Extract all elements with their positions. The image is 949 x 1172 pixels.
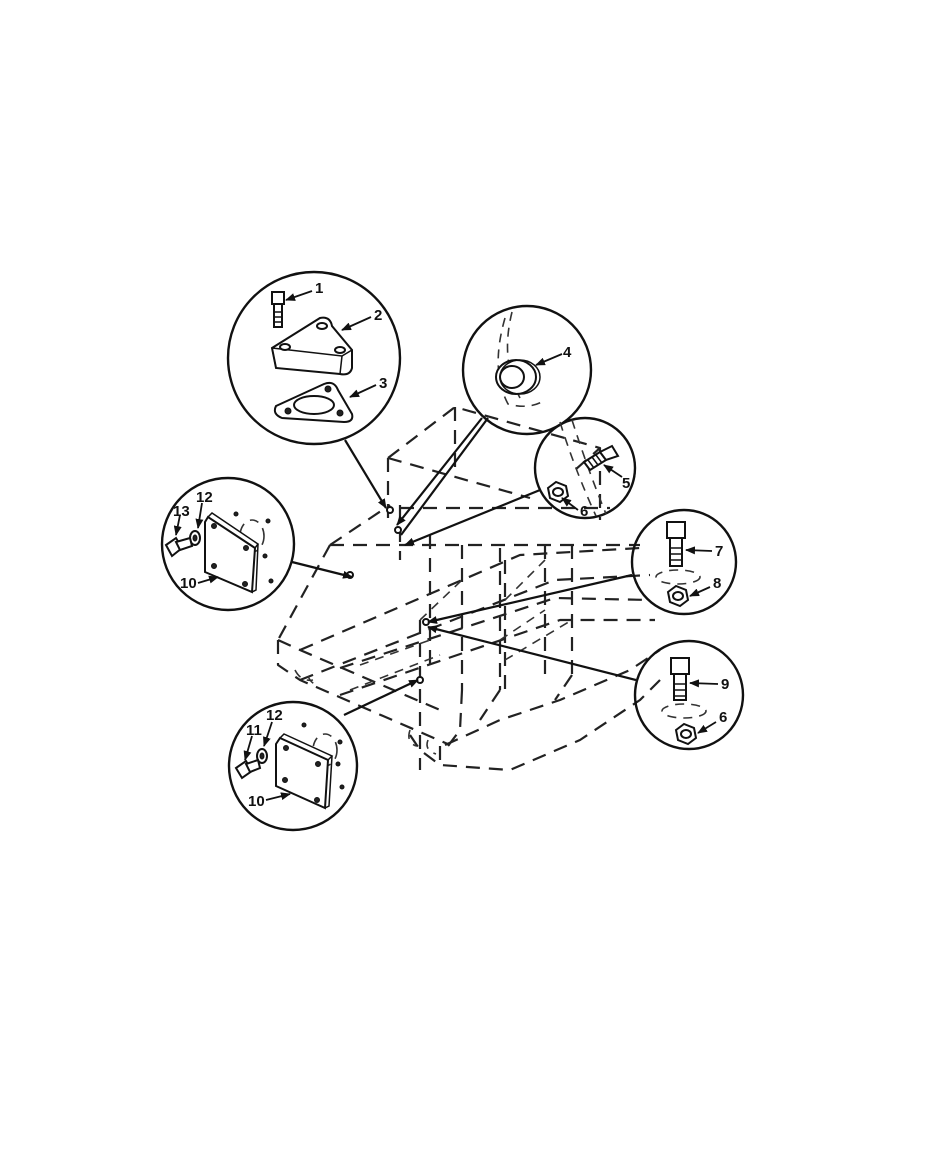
callout-10-upper: 10 [180, 575, 197, 592]
callout-4: 4 [563, 344, 572, 361]
callout-1: 1 [315, 280, 323, 297]
detail-view-spacer: 1 2 3 [226, 270, 402, 446]
callout-13: 13 [173, 503, 190, 520]
callout-8: 8 [713, 575, 721, 592]
callout-6-screw-nut: 6 [580, 503, 588, 520]
detail-view-cover-plate-lower: 11 12 10 [227, 700, 359, 832]
callout-11: 11 [246, 722, 262, 739]
callout-3: 3 [379, 375, 387, 392]
detail-view-grommet: 4 [461, 304, 593, 436]
detail-view-bolt-nut-upper: 7 8 [630, 508, 738, 616]
callout-2: 2 [374, 307, 382, 324]
detail-view-screw-nut: 5 6 [533, 416, 637, 520]
detail-view-bolt-nut-lower: 9 6 [633, 639, 745, 751]
frame-assembly-phantom [276, 405, 661, 772]
callout-10-lower: 10 [248, 793, 265, 810]
callout-9: 9 [721, 676, 729, 693]
detail-view-cover-plate-upper: 12 13 10 [160, 476, 296, 612]
callout-12-upper: 12 [196, 489, 213, 506]
callout-12-lower: 12 [266, 707, 283, 724]
callout-5: 5 [622, 475, 630, 492]
leader-lines [291, 417, 637, 716]
callout-6-lower: 6 [719, 709, 727, 726]
callout-7: 7 [715, 543, 723, 560]
